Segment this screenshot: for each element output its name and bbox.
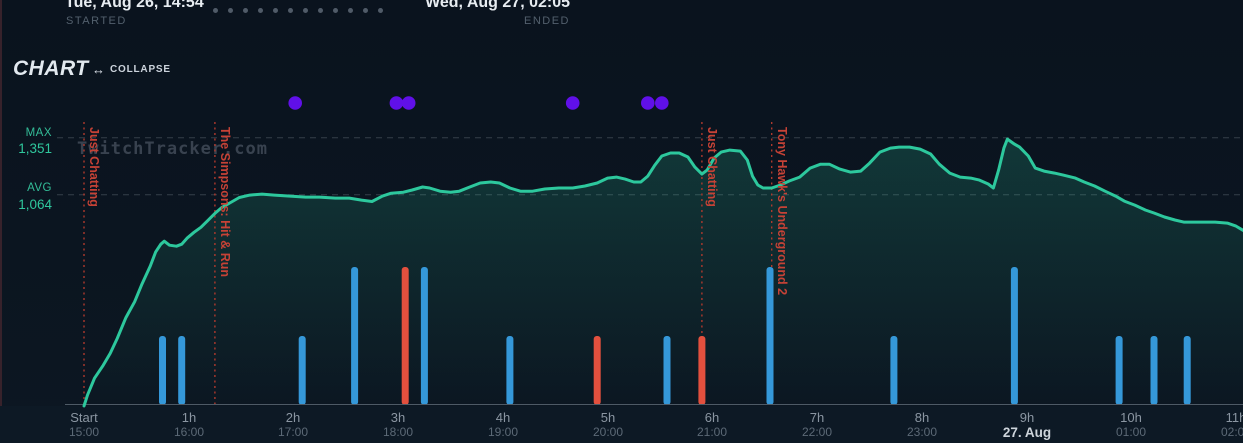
viewers-line[interactable] [82,137,1243,408]
twitchtracker-watermark: TwitchTracker.com [77,139,268,159]
window-left-edge [0,0,2,443]
activity-bar-blue[interactable] [1010,267,1018,405]
separator-dot [228,8,233,13]
activity-bar-blue[interactable] [890,336,898,405]
y-axis-avg-label: AVG [27,182,52,194]
stream-event-dot[interactable] [288,96,303,110]
collapse-label: COLLAPSE [110,64,171,75]
stream-event-dot[interactable] [641,96,655,110]
activity-bar-blue[interactable] [1115,336,1123,405]
activity-bar-blue[interactable] [351,267,359,405]
separator-dot [288,8,293,13]
activity-bar-blue[interactable] [1150,336,1158,405]
separator-dot [303,8,308,13]
separator-dot [258,8,263,13]
stream-start-datetime: Tue, Aug 26, 14:54 [65,0,204,11]
started-label: STARTED [66,15,127,27]
activity-bar-blue[interactable] [159,336,166,405]
separator-dot [243,8,248,13]
activity-bar-blue[interactable] [420,267,428,405]
y-axis-avg-value: 1,064 [18,197,52,212]
chart-section-title: CHART [13,57,89,80]
separator-dot [378,8,383,13]
activity-bar-blue[interactable] [506,336,514,405]
activity-bar-red[interactable] [593,336,601,405]
activity-bar-blue[interactable] [298,336,306,405]
stream-end-datetime: Wed, Aug 27, 02:05 [425,0,570,11]
stream-event-dot[interactable] [565,96,580,110]
left-right-arrow-icon: ↔ [92,62,105,77]
separator-dot [213,8,218,13]
stream-event-dot[interactable] [401,96,416,110]
y-axis-max-label: MAX [25,127,52,139]
activity-bar-blue[interactable] [663,336,671,405]
timeline-separator-dots [213,8,383,13]
activity-bar-blue[interactable] [178,336,186,405]
separator-dot [318,8,323,13]
separator-dot [333,8,338,13]
separator-dot [348,8,353,13]
activity-bar-blue[interactable] [1183,336,1191,405]
separator-dot [363,8,368,13]
y-axis-max-value: 1,351 [18,141,52,156]
activity-bar-red[interactable] [401,267,409,405]
stream-event-dot[interactable] [655,96,669,110]
x-axis-strip [0,406,1243,443]
collapse-button[interactable]: ↔ COLLAPSE [92,63,171,76]
separator-dot [273,8,278,13]
activity-bar-blue[interactable] [766,267,774,405]
ended-label: ENDED [523,15,570,27]
activity-bar-red[interactable] [698,336,706,405]
stream-event-dot[interactable] [389,96,404,110]
viewers-area [84,139,1243,406]
